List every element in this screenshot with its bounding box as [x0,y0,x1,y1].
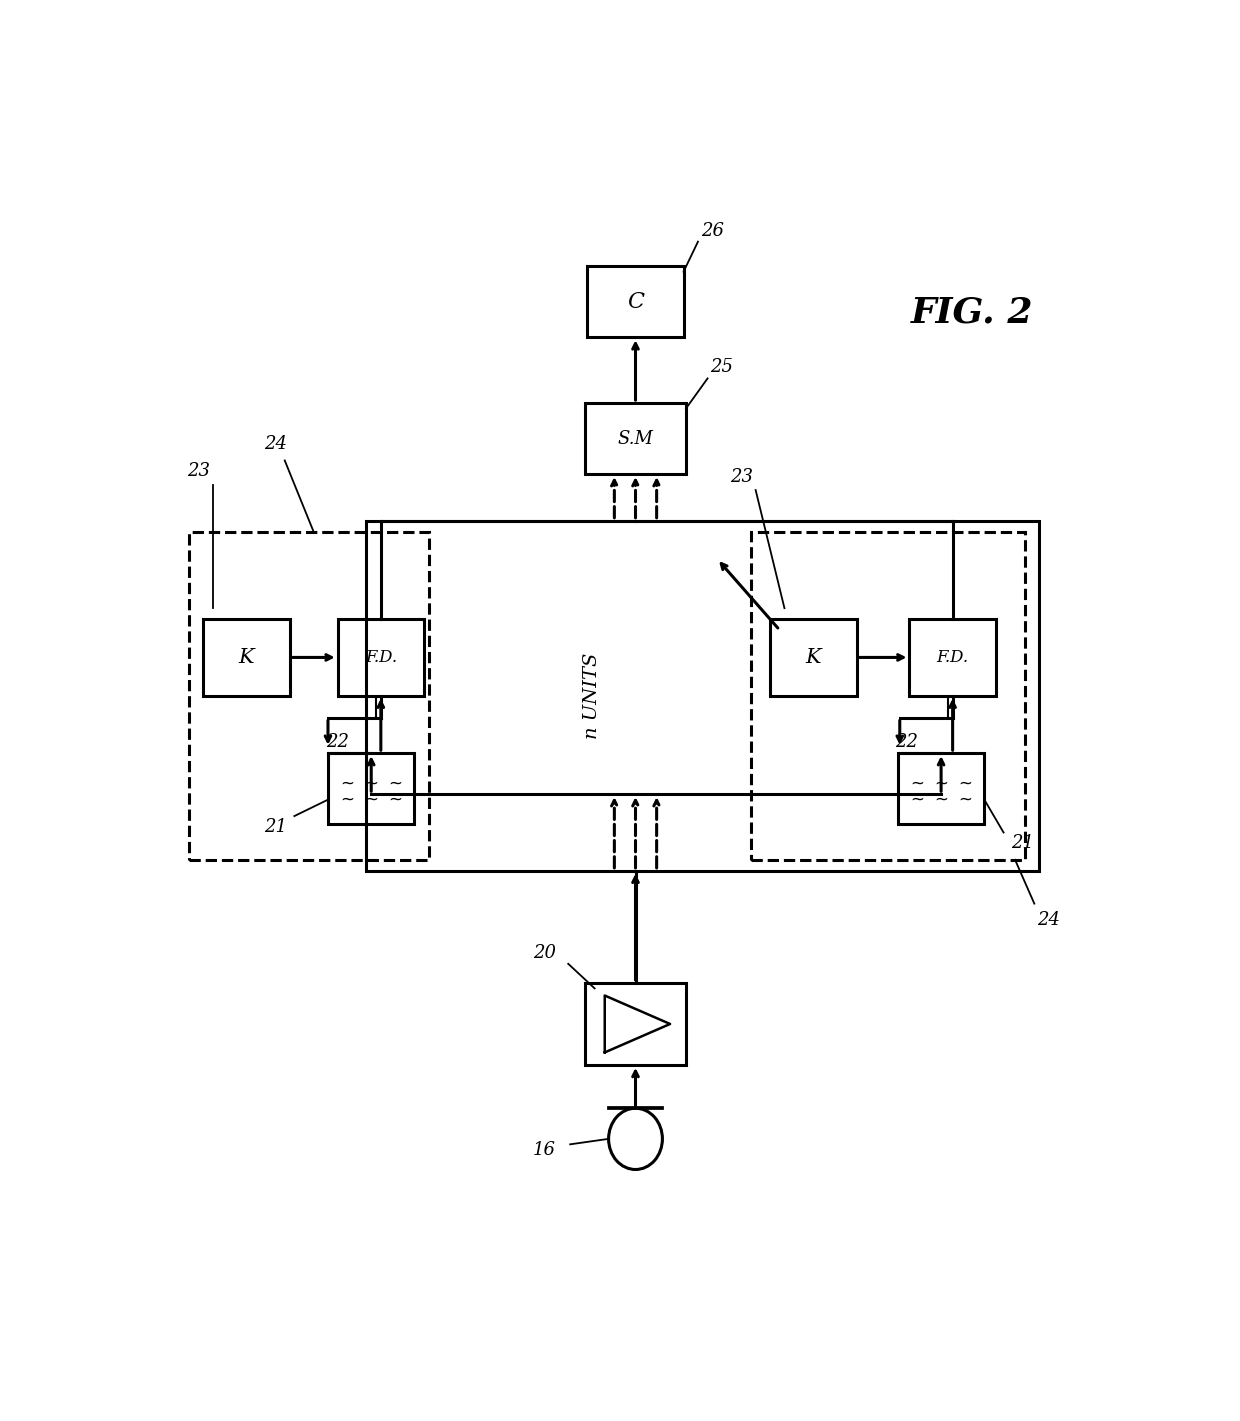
Text: FIG. 2: FIG. 2 [910,296,1033,330]
Text: ~: ~ [365,774,378,793]
Text: 23: 23 [187,462,210,480]
Text: 20: 20 [533,944,556,962]
Bar [367,520,1039,871]
Text: C: C [627,291,644,313]
Text: n UNITS: n UNITS [583,652,601,739]
Bar [898,753,985,824]
Text: 24: 24 [1037,911,1060,929]
Bar [337,620,424,696]
Bar [770,620,857,696]
Bar [909,620,996,696]
Text: 22: 22 [326,733,350,750]
Bar [585,983,686,1064]
Bar [585,404,686,475]
Text: 21: 21 [264,818,286,836]
Bar [588,266,683,337]
Text: ~: ~ [934,790,949,809]
Text: 24: 24 [264,435,286,453]
Bar [188,531,429,860]
Text: ~: ~ [959,774,972,793]
Text: 16: 16 [533,1141,556,1158]
Text: ~: ~ [910,774,924,793]
Text: ~: ~ [340,774,355,793]
Bar [751,531,1024,860]
Text: K: K [806,648,821,666]
Text: F.D.: F.D. [936,649,968,666]
Text: ~: ~ [388,790,402,809]
Text: ~: ~ [934,774,949,793]
Bar [203,620,290,696]
Text: 25: 25 [711,358,734,377]
Text: 23: 23 [729,468,753,486]
Text: ~: ~ [388,774,402,793]
Text: 21: 21 [1012,834,1034,853]
Text: ~: ~ [959,790,972,809]
Text: ~: ~ [365,790,378,809]
Text: F.D.: F.D. [365,649,397,666]
Text: ~: ~ [340,790,355,809]
Bar [327,753,414,824]
Text: ~: ~ [910,790,924,809]
Text: K: K [238,648,254,666]
Text: S.M: S.M [618,429,653,448]
Text: 26: 26 [701,222,724,240]
Text: 22: 22 [895,733,918,750]
